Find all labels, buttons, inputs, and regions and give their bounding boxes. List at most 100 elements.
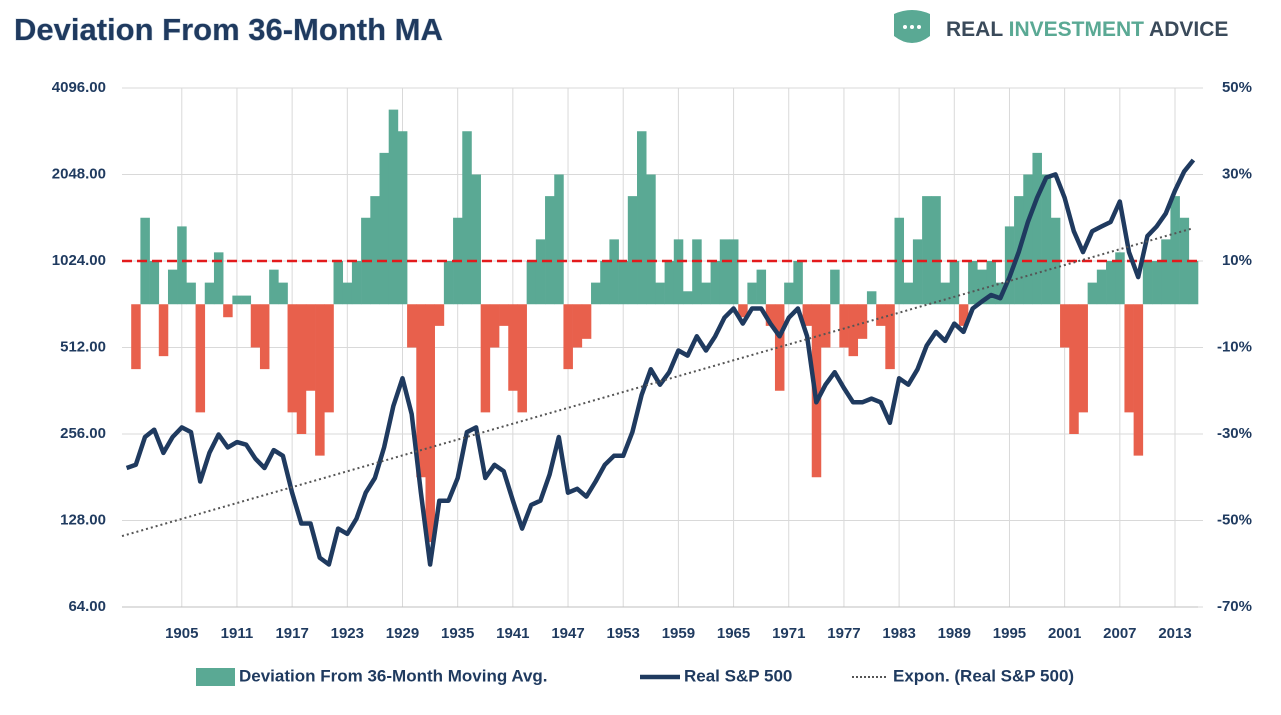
bar (1179, 217, 1190, 305)
bar (774, 304, 785, 391)
x-tick-label: 2001 (1048, 625, 1081, 642)
bar (388, 109, 399, 305)
x-tick-label: 1995 (993, 625, 1026, 642)
y2-tick-label: -50% (1217, 511, 1252, 528)
x-tick-label: 1947 (551, 625, 584, 642)
bar (149, 261, 160, 305)
bar (416, 304, 426, 478)
x-tick-label: 1965 (717, 625, 750, 642)
bar (315, 304, 325, 456)
logo-dot (917, 25, 921, 29)
bar (848, 304, 859, 357)
bar (195, 304, 206, 413)
bar (186, 282, 196, 305)
bar (351, 261, 362, 305)
x-tick-label: 1905 (165, 625, 198, 642)
bar (1142, 261, 1153, 305)
bar (462, 131, 472, 305)
bar (434, 304, 445, 326)
legend-label: Expon. (Real S&P 500) (893, 666, 1074, 685)
bar (370, 196, 380, 305)
bar (765, 304, 776, 326)
x-tick-label: 1917 (275, 625, 308, 642)
bar (296, 304, 307, 434)
bar (692, 239, 702, 305)
y2-tick-label: 10% (1222, 252, 1252, 269)
x-tick-label: 1977 (827, 625, 860, 642)
logo-dot (903, 25, 907, 29)
bar (1096, 269, 1107, 305)
legend-label: Deviation From 36-Month Moving Avg. (239, 666, 548, 685)
x-tick-label: 1989 (938, 625, 971, 642)
x-tick-label: 1953 (607, 625, 640, 642)
x-tick-label: 2013 (1158, 625, 1191, 642)
bar (287, 304, 298, 413)
bar (793, 261, 803, 305)
bar (866, 291, 877, 305)
x-tick-label: 1923 (331, 625, 364, 642)
bar (802, 304, 813, 326)
y-tick-label: 128.00 (60, 511, 106, 528)
bar (324, 304, 334, 413)
trend-line (121, 227, 1194, 538)
bar (1133, 304, 1144, 456)
bar (637, 131, 647, 305)
bar (820, 304, 831, 348)
y2-tick-label: -10% (1217, 338, 1252, 355)
bar (499, 304, 509, 326)
bar (682, 291, 693, 305)
bar (1078, 304, 1088, 413)
bar (609, 239, 619, 305)
bar (278, 282, 288, 305)
bar (958, 304, 969, 326)
y-tick-label: 4096.00 (52, 79, 106, 96)
bar (1152, 261, 1162, 305)
x-tick-label: 1941 (496, 625, 529, 642)
bar (1161, 239, 1171, 305)
chart-title: Deviation From 36-Month MA (14, 12, 443, 47)
bar (305, 304, 316, 391)
bar (572, 304, 583, 348)
bar (885, 304, 895, 370)
bar (1188, 261, 1199, 305)
bar (922, 196, 932, 305)
bar (903, 282, 914, 305)
brand-word: INVESTMENT (1009, 18, 1145, 41)
bar (1115, 252, 1125, 305)
y2-tick-label: -30% (1217, 425, 1252, 442)
bar (489, 304, 500, 348)
bar (600, 261, 610, 305)
bar (710, 261, 721, 305)
bar (213, 252, 224, 305)
bar (407, 304, 417, 348)
bar (1041, 174, 1052, 305)
bar (876, 304, 886, 326)
y-tick-label: 2048.00 (52, 165, 106, 182)
x-tick-label: 1983 (882, 625, 915, 642)
y-tick-label: 64.00 (68, 598, 106, 615)
bar (912, 239, 923, 305)
bar (250, 304, 261, 348)
y-tick-label: 512.00 (60, 338, 106, 355)
bar (655, 282, 665, 305)
bar (673, 239, 684, 305)
bar (177, 226, 187, 305)
bar (719, 239, 730, 305)
bar (949, 261, 960, 305)
logo-dot (910, 25, 914, 29)
bar (517, 304, 527, 413)
bar (940, 282, 950, 305)
bar (627, 196, 638, 305)
y2-tick-label: 50% (1222, 79, 1252, 96)
bar (728, 239, 739, 305)
bar (931, 196, 941, 305)
bar (986, 261, 996, 305)
bar (756, 269, 767, 305)
bar (738, 304, 748, 318)
bar (563, 304, 573, 370)
bar (1069, 304, 1079, 434)
bar (1087, 282, 1098, 305)
bar (839, 304, 849, 348)
